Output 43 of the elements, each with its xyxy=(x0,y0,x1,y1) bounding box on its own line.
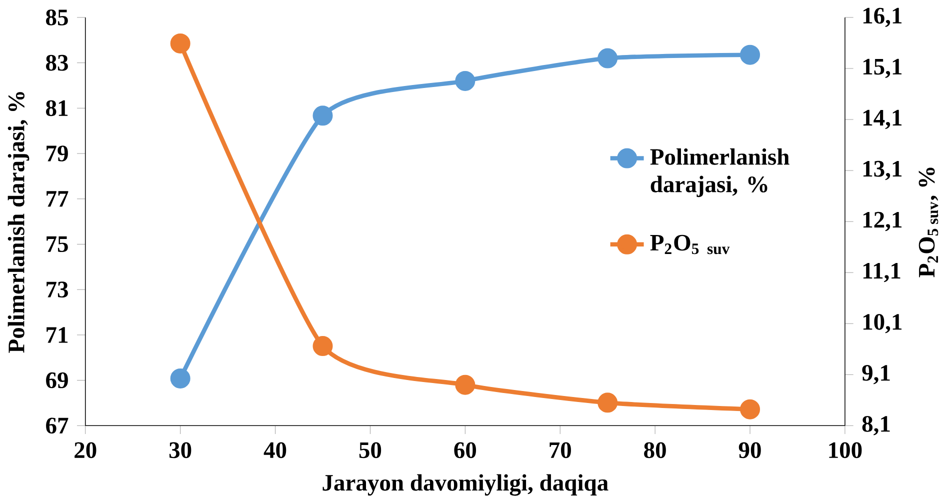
y2-tick-label: 9,1 xyxy=(862,365,890,384)
y2-tick-label: 10,1 xyxy=(863,314,902,334)
point xyxy=(170,368,190,389)
y2-tick-label: 16,1 xyxy=(863,8,902,28)
y2-tick-label: 15,1 xyxy=(863,59,902,78)
point xyxy=(312,106,333,126)
y-tick-label: 73 xyxy=(46,282,68,298)
point xyxy=(598,48,618,68)
legend-label: Polimerlanish darajasi, % xyxy=(650,148,790,198)
point xyxy=(170,34,190,54)
y-tick-label: 85 xyxy=(46,10,68,26)
x-tick-label: 60 xyxy=(454,442,476,458)
y-tick-label: 77 xyxy=(46,191,68,207)
point xyxy=(740,400,760,420)
x-tick-label: 50 xyxy=(359,442,382,458)
x-tick-label: 70 xyxy=(550,442,571,458)
x-tick-label: 100 xyxy=(829,442,862,458)
legend-label: P$_{2}$O$_{5 suv}$ xyxy=(650,235,730,254)
y-tick-label: 67 xyxy=(46,418,68,434)
y-tick-label: 75 xyxy=(46,236,68,252)
y-tick-label: 79 xyxy=(46,146,68,162)
y-tick-label: 81 xyxy=(46,100,68,116)
y-tick-label: 83 xyxy=(46,55,68,71)
x-tick-label: 80 xyxy=(644,442,666,458)
x-tick-label: 40 xyxy=(264,442,286,458)
y2-axis-title: P$_{2}$O$_{5 suv}$, % xyxy=(918,168,938,278)
point xyxy=(740,45,760,66)
x-axis-title: Jarayon davomiyligi, daqiqa xyxy=(322,474,608,496)
y2-tick-label: 11,1 xyxy=(863,263,900,282)
y-tick-label: 71 xyxy=(46,327,68,343)
y2-tick-label: 13,1 xyxy=(863,161,902,180)
x-tick-label: 90 xyxy=(738,442,761,458)
point xyxy=(312,336,333,356)
y-axis-title: Polimerlanish darajasi, % xyxy=(8,92,30,354)
y2-tick-label: 8,1 xyxy=(862,416,890,436)
point xyxy=(455,375,476,396)
point xyxy=(598,392,618,413)
x-tick-label: 30 xyxy=(169,442,192,458)
y-tick-label: 69 xyxy=(46,372,68,388)
x-tick-label: 20 xyxy=(74,442,96,458)
y2-tick-label: 14,1 xyxy=(863,110,902,130)
point xyxy=(455,71,476,92)
y2-tick-label: 12,1 xyxy=(863,212,902,232)
